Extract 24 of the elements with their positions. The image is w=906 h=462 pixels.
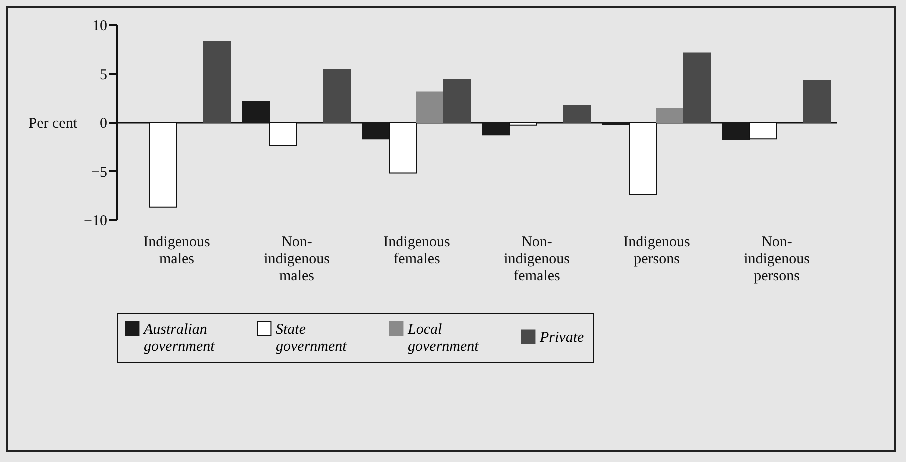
- bar: [656, 108, 684, 123]
- x-tick-label: Non-indigenous females: [504, 234, 570, 284]
- bar: [444, 79, 472, 123]
- legend-label: State government: [276, 322, 348, 355]
- y-tick-label: 5: [100, 67, 108, 84]
- x-tick-label: Indigenous males: [144, 234, 210, 268]
- bar: [804, 80, 832, 123]
- y-tick-label: 10: [92, 18, 108, 34]
- y-tick-label: 0: [100, 116, 108, 132]
- bar: [684, 52, 712, 123]
- bar: [416, 92, 444, 123]
- legend-label: Local government: [407, 322, 480, 355]
- bar: [324, 69, 352, 123]
- x-tick-label: Non-indigenous males: [264, 234, 330, 284]
- y-axis-title: Per cent: [28, 116, 78, 132]
- x-tick-label: Non-indigenous persons: [744, 234, 810, 284]
- legend-label: Private: [539, 330, 584, 346]
- bar: [204, 41, 232, 123]
- x-tick-label: Indigenous persons: [624, 234, 690, 268]
- bar: [564, 105, 592, 123]
- x-tick-label: Indigenous females: [384, 234, 450, 268]
- legend-label: Australian government: [143, 322, 216, 355]
- y-tick-label: −5: [92, 164, 108, 181]
- y-tick-label: −10: [84, 214, 108, 230]
